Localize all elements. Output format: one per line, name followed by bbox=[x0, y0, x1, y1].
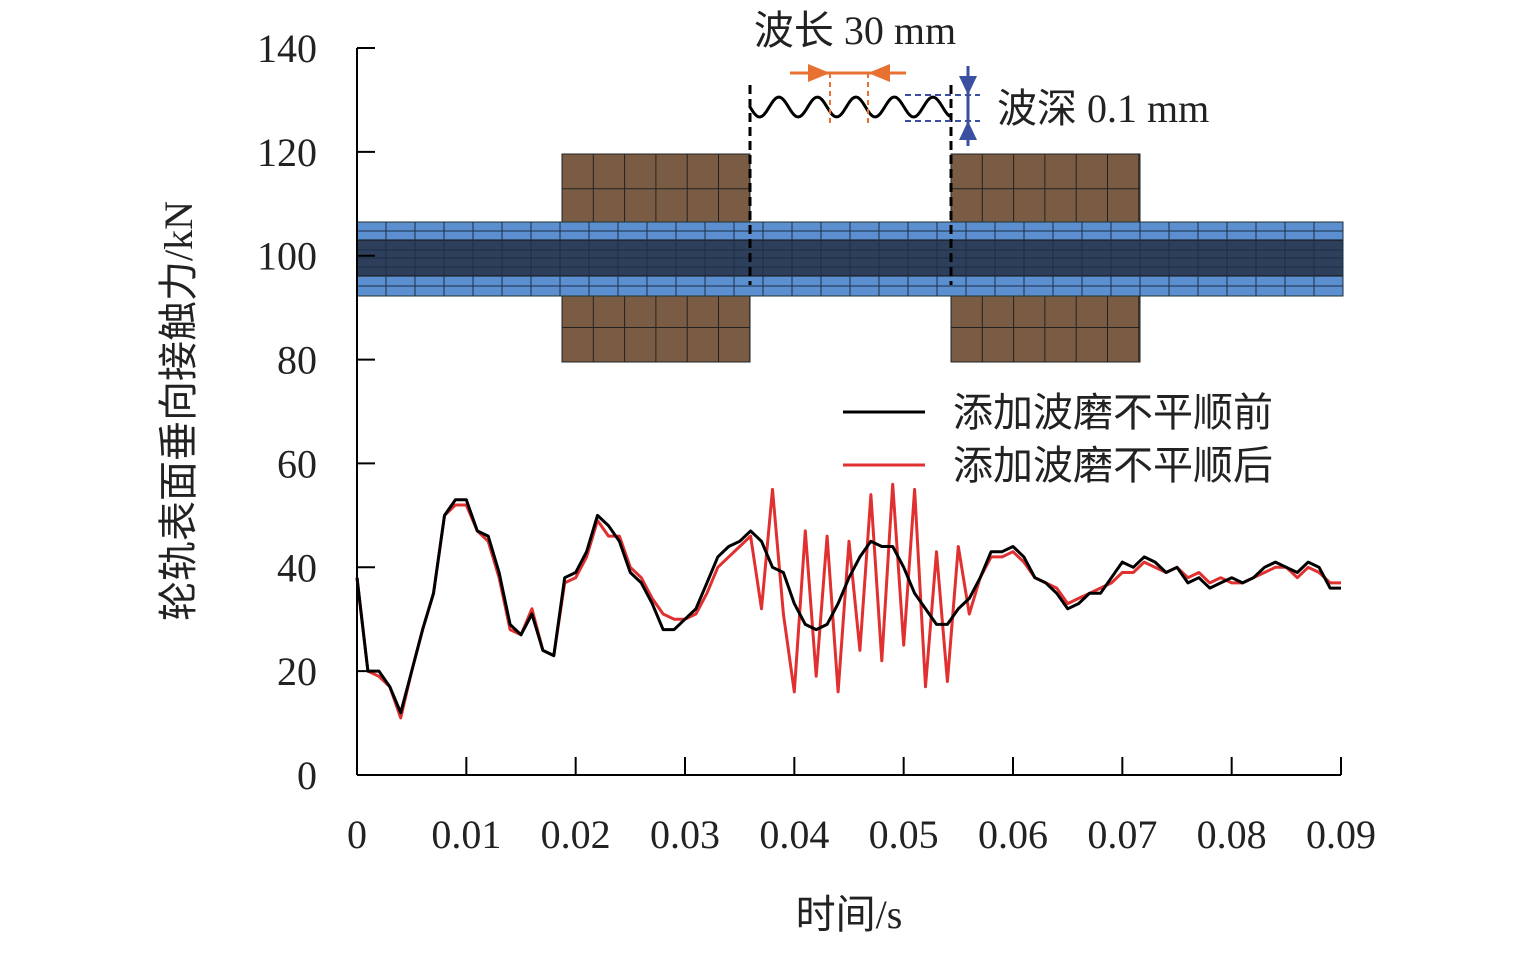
data-line bbox=[355, 498, 1341, 715]
y-tick-label: 120 bbox=[257, 130, 317, 175]
annotation: 波深 0.1 mm bbox=[997, 86, 1209, 131]
x-axis-label: 时间/s bbox=[796, 892, 903, 937]
x-tick-label: 0 bbox=[347, 812, 367, 857]
y-tick-label: 80 bbox=[277, 338, 317, 383]
y-tick-label: 20 bbox=[277, 649, 317, 694]
inset-diagram bbox=[356, 64, 1344, 363]
x-tick-label: 0.07 bbox=[1087, 812, 1157, 857]
x-tick-label: 0.03 bbox=[650, 812, 720, 857]
y-tick-label: 0 bbox=[297, 753, 317, 798]
y-tick-label: 60 bbox=[277, 441, 317, 486]
y-tick-label: 140 bbox=[257, 26, 317, 71]
y-tick-label: 40 bbox=[277, 545, 317, 590]
x-tick-label: 0.04 bbox=[759, 812, 829, 857]
legend-label: 添加波磨不平顺前 bbox=[953, 390, 1273, 435]
annotation: 波长 30 mm bbox=[754, 8, 956, 53]
x-tick-label: 0.09 bbox=[1306, 812, 1376, 857]
legend-label: 添加波磨不平顺后 bbox=[953, 443, 1273, 488]
x-tick-label: 0.02 bbox=[541, 812, 611, 857]
x-tick-label: 0.01 bbox=[431, 812, 501, 857]
x-tick-label: 0.06 bbox=[978, 812, 1048, 857]
y-tick-label: 100 bbox=[257, 234, 317, 279]
x-tick-label: 0.08 bbox=[1197, 812, 1267, 857]
x-tick-label: 0.05 bbox=[869, 812, 939, 857]
y-axis-label: 轮轨表面垂向接触力/kN bbox=[156, 201, 201, 621]
